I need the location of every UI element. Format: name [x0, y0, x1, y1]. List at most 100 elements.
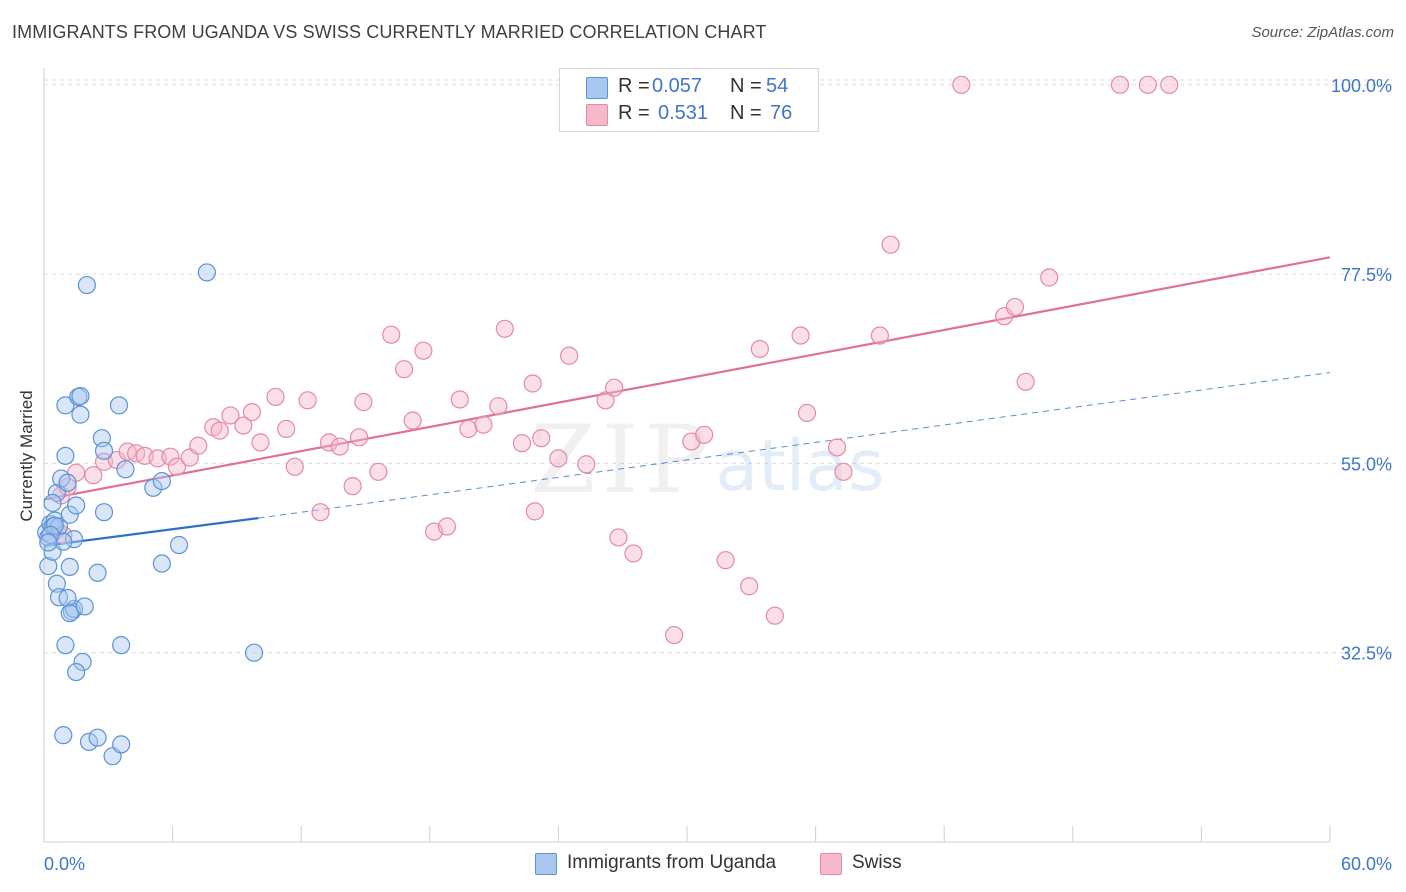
swiss-point [797, 403, 817, 423]
y-axis-label: Currently Married [17, 390, 36, 522]
swiss-point [394, 360, 414, 379]
swiss-point [665, 625, 684, 645]
uganda-trend-line [43, 517, 259, 547]
legend-r-label: R = [618, 102, 650, 124]
legend-r-label: R = [618, 75, 650, 97]
uganda-point [60, 505, 79, 524]
swiss-trend-line [43, 256, 1331, 501]
swiss-point [343, 477, 362, 496]
swiss-point [695, 425, 714, 444]
uganda-point [39, 556, 58, 576]
swiss-point [532, 429, 551, 448]
y-tick-label: 77.5% [1341, 265, 1392, 285]
swiss-point [285, 457, 304, 476]
uganda-point [39, 533, 58, 552]
swiss-point [952, 75, 971, 94]
uganda-point [116, 460, 135, 479]
x-tick-label: 60.0% [1341, 854, 1392, 874]
swiss-point [382, 325, 401, 344]
uganda-point [71, 387, 90, 406]
uganda-point [88, 563, 107, 582]
swiss-point [349, 428, 369, 447]
swiss-point [403, 411, 422, 430]
swiss-point [189, 436, 208, 455]
watermark-zip: ZIP [530, 406, 714, 515]
uganda-point [58, 473, 77, 492]
chart-source: Source: ZipAtlas.com [1251, 24, 1394, 41]
swiss-point [1160, 75, 1179, 94]
swiss-point [512, 434, 532, 453]
legend-label-swiss: Swiss [852, 852, 902, 873]
uganda-point [197, 263, 216, 282]
legend-swatch-uganda [535, 853, 557, 875]
y-tick-label: 100.0% [1331, 76, 1392, 96]
legend-row-uganda: R = 0.057 N = 54 [586, 75, 816, 99]
uganda-point [54, 726, 73, 745]
uganda-point [41, 525, 60, 545]
uganda-point [56, 396, 75, 415]
uganda-point [94, 441, 114, 460]
axes [43, 68, 1331, 843]
swiss-point [525, 502, 544, 521]
swiss-point [210, 421, 229, 440]
chart-title: IMMIGRANTS FROM UGANDA VS SWISS CURRENTL… [12, 22, 767, 42]
uganda-point [43, 493, 62, 513]
swiss-point [577, 455, 596, 474]
uganda-point [88, 728, 107, 747]
swiss-point [560, 346, 579, 365]
tick-labels: 32.5% 55.0% 77.5% 100.0% 0.0% 60.0% [44, 76, 1392, 874]
swiss-point [167, 457, 186, 476]
legend-label-uganda: Immigrants from Uganda [567, 852, 777, 873]
swiss-point [298, 391, 317, 410]
swiss-point [251, 433, 270, 452]
swiss-point [870, 326, 890, 345]
legend-swatch-swiss [586, 104, 608, 126]
swiss-point [161, 447, 180, 466]
swiss-point [495, 319, 514, 338]
legend-r-value: 0.057 [652, 75, 703, 97]
swiss-point [414, 341, 433, 360]
uganda-point [112, 636, 131, 655]
watermark-atlas: atlas [715, 425, 884, 507]
swiss-point [624, 544, 643, 563]
legend-n-label: N = [730, 102, 762, 124]
swiss-point [750, 339, 769, 359]
uganda-point [60, 604, 79, 623]
swiss-point [1016, 372, 1035, 391]
uganda-point [67, 496, 86, 515]
uganda-point [152, 554, 171, 573]
uganda-point [244, 643, 264, 662]
swiss-point [437, 517, 457, 536]
swiss-point [266, 387, 285, 407]
legend-swatch-uganda [586, 77, 608, 99]
swiss-point [277, 419, 296, 439]
swiss-point [549, 449, 568, 468]
swiss-point [827, 438, 847, 457]
swiss-point [834, 462, 853, 481]
y-tick-label: 32.5% [1341, 644, 1392, 664]
gridlines [44, 79, 1392, 654]
uganda-point [47, 574, 66, 593]
legend-r-value: 0.531 [658, 102, 709, 124]
swiss-point [605, 378, 624, 397]
uganda-point [58, 588, 77, 608]
y-tick-label: 55.0% [1341, 454, 1392, 474]
bottom-legend-item-uganda: Immigrants from Uganda [535, 852, 795, 876]
uganda-point [71, 405, 90, 424]
swiss-point [765, 606, 784, 625]
legend-swatch-swiss [820, 853, 842, 875]
swiss-point [450, 390, 469, 409]
swiss-point [1110, 75, 1130, 94]
uganda-point [94, 503, 114, 522]
uganda-point [77, 275, 96, 295]
uganda-point [56, 446, 75, 465]
swiss-point [523, 374, 542, 393]
swiss-point [242, 402, 262, 422]
legend-n-label: N = [730, 75, 762, 97]
uganda-point [45, 516, 64, 535]
swiss-point [234, 416, 253, 435]
swiss-point [84, 466, 103, 485]
swiss-point [1138, 75, 1157, 94]
swiss-point [221, 406, 240, 425]
